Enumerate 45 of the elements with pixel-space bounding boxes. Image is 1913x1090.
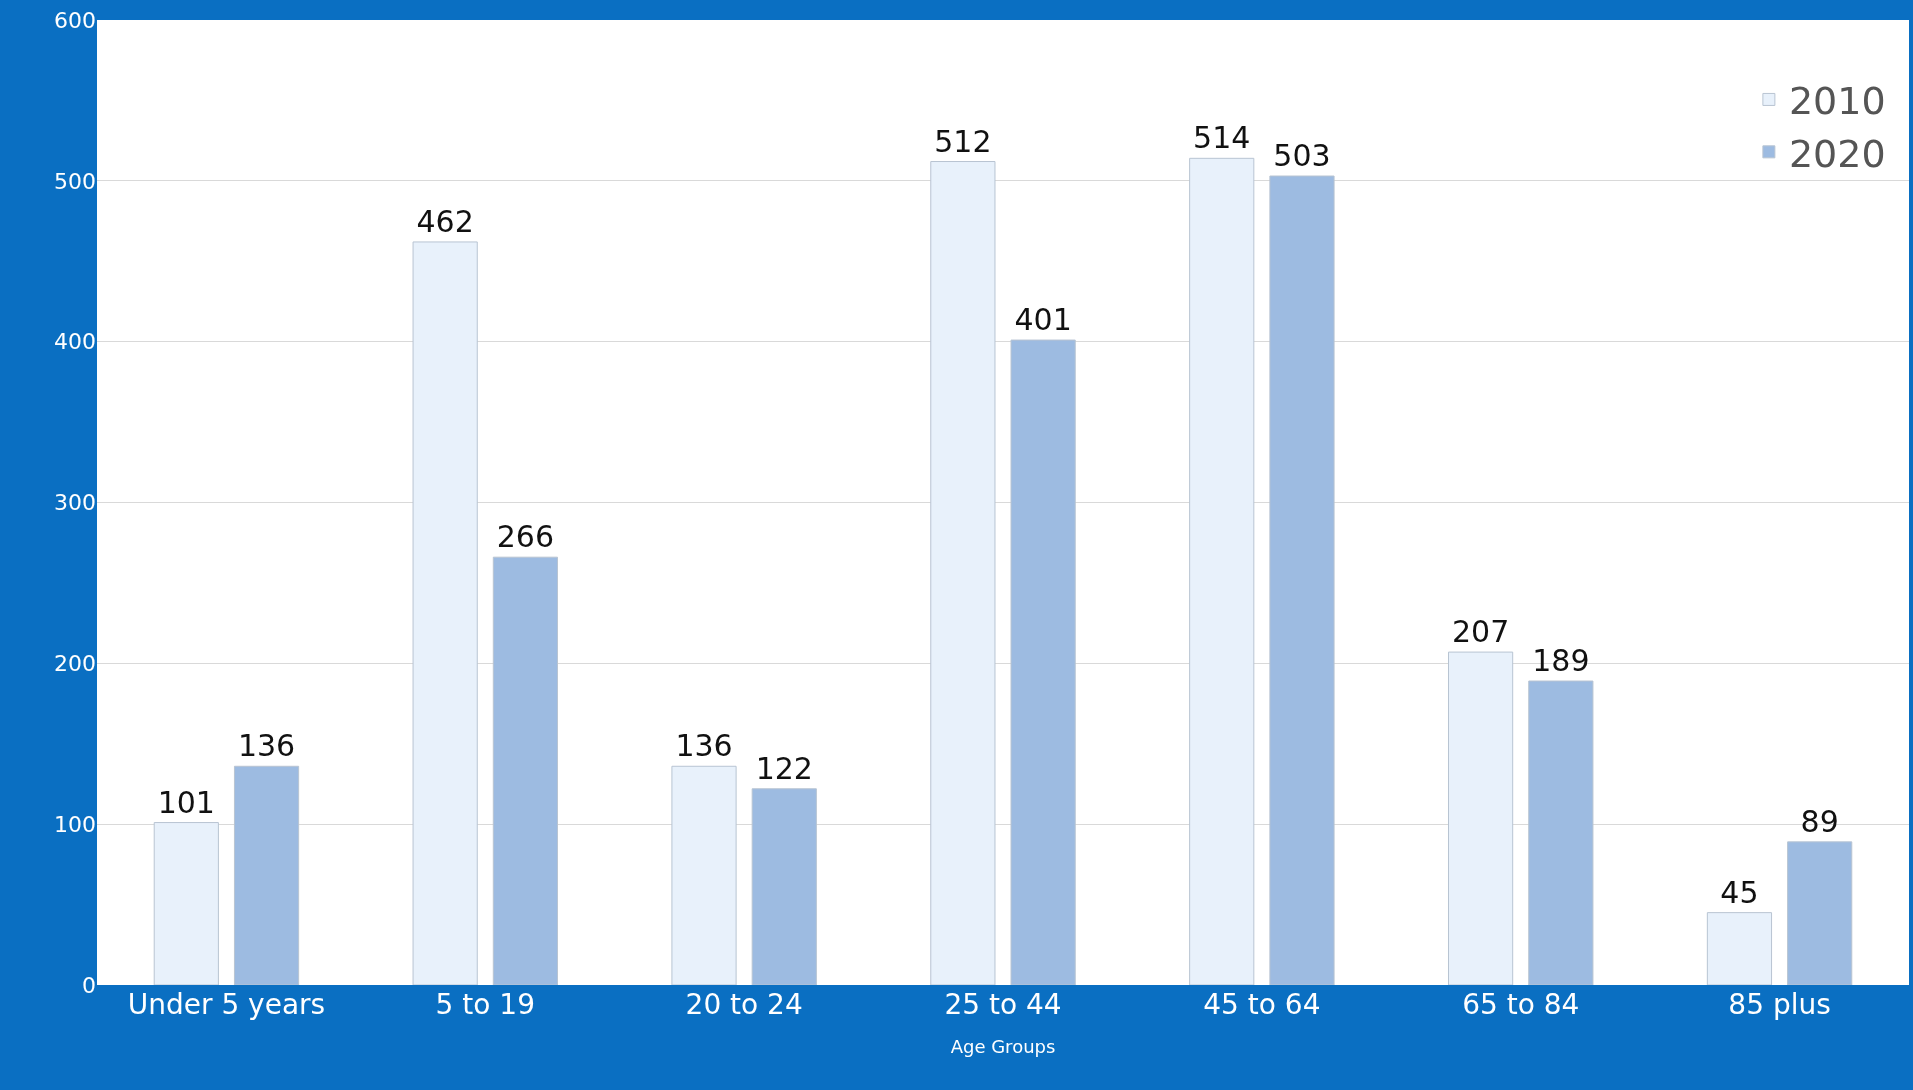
bar — [233, 765, 300, 985]
data-label: 514 — [1193, 120, 1251, 156]
x-axis-title: Age Groups — [950, 1036, 1056, 1058]
data-label: 503 — [1273, 138, 1331, 174]
bar — [751, 788, 817, 985]
bar — [671, 765, 737, 985]
x-tick-label: Under 5 years — [127, 988, 326, 1021]
data-label: 101 — [157, 784, 215, 820]
x-tick-label: 25 to 44 — [944, 988, 1062, 1021]
data-label: 266 — [496, 519, 555, 555]
bar — [1787, 841, 1853, 985]
x-tick-label: 65 to 84 — [1462, 988, 1580, 1021]
y-tick-label: 200 — [54, 651, 96, 677]
data-label: 136 — [237, 728, 296, 764]
data-label: 45 — [1720, 874, 1759, 910]
y-tick-label: 600 — [54, 7, 96, 33]
bar — [412, 241, 478, 985]
data-label: 512 — [934, 123, 992, 159]
data-label: 207 — [1451, 614, 1510, 650]
bar — [1010, 339, 1076, 985]
y-tick-label: 300 — [54, 490, 96, 516]
bar — [1706, 912, 1773, 985]
x-tick-label: 85 plus — [1728, 988, 1831, 1021]
bar — [1528, 680, 1594, 985]
legend-label: 2020 — [1788, 131, 1886, 176]
y-tick-label: 0 — [82, 972, 96, 998]
bar — [1189, 157, 1255, 985]
bar — [492, 556, 559, 985]
data-label: 401 — [1014, 302, 1072, 338]
data-label: 462 — [416, 203, 474, 239]
x-tick-label: 45 to 64 — [1203, 988, 1321, 1021]
x-tick-label: 20 to 24 — [685, 988, 803, 1021]
legend-label: 2010 — [1788, 79, 1886, 124]
bar — [1269, 175, 1335, 985]
bar — [153, 822, 219, 985]
bar — [1447, 651, 1514, 985]
bar — [930, 161, 996, 985]
y-tick-label: 500 — [54, 168, 96, 194]
data-label: 122 — [755, 750, 813, 786]
y-tick-label: 100 — [54, 811, 96, 837]
y-tick-label: 400 — [54, 329, 96, 355]
data-label: 136 — [675, 728, 733, 764]
data-label: 89 — [1800, 803, 1839, 839]
data-label: 189 — [1532, 643, 1590, 679]
x-tick-label: 5 to 19 — [435, 988, 535, 1021]
